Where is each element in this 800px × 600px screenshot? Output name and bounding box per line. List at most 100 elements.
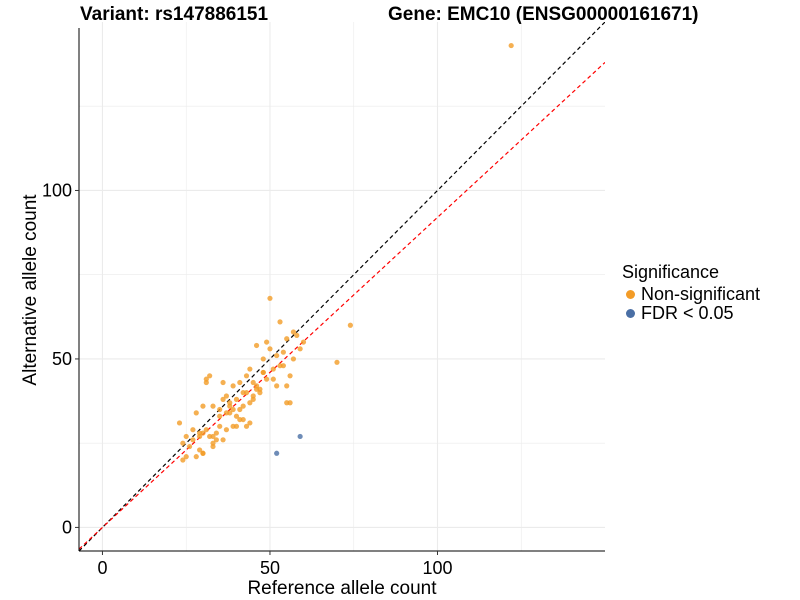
point-nonsignificant — [217, 413, 223, 419]
legend-item-nonsignificant: Non-significant — [622, 285, 760, 304]
point-nonsignificant — [200, 403, 206, 409]
point-nonsignificant — [287, 400, 293, 406]
point-nonsignificant — [210, 443, 216, 450]
x-tick-label: 0 — [97, 558, 107, 578]
point-nonsignificant — [220, 396, 226, 402]
point-nonsignificant — [197, 447, 203, 453]
point-nonsignificant — [233, 413, 240, 419]
data-points — [176, 42, 514, 463]
point-nonsignificant — [217, 406, 223, 413]
legend-label-fdr: FDR < 0.05 — [641, 303, 734, 323]
point-nonsignificant — [180, 440, 186, 446]
point-nonsignificant — [243, 373, 250, 379]
axes: 0 50 100 0 50 100 — [42, 28, 605, 578]
point-nonsignificant — [230, 383, 236, 389]
legend-dot-fdr — [626, 309, 635, 318]
x-axis-label: Reference allele count — [247, 578, 437, 599]
point-nonsignificant — [233, 396, 240, 402]
point-nonsignificant — [193, 454, 199, 460]
point-nonsignificant — [260, 369, 266, 376]
identity-line — [79, 22, 605, 551]
point-nonsignificant — [250, 396, 256, 402]
y-axis-label: Alternative allele count — [20, 194, 41, 386]
point-nonsignificant — [508, 42, 514, 49]
point-nonsignificant — [203, 427, 209, 433]
point-nonsignificant — [247, 420, 253, 426]
point-nonsignificant — [287, 373, 293, 379]
point-nonsignificant — [217, 423, 223, 429]
point-nonsignificant — [176, 420, 183, 426]
point-nonsignificant — [294, 332, 300, 338]
point-nonsignificant — [297, 346, 303, 352]
point-nonsignificant — [203, 376, 209, 382]
point-nonsignificant — [270, 366, 276, 372]
point-nonsignificant — [227, 410, 233, 416]
point-nonsignificant — [220, 437, 226, 443]
legend-dot-nonsignificant — [626, 290, 635, 299]
legend-title: Significance — [622, 262, 720, 282]
legend-item-fdr: FDR < 0.05 — [622, 304, 760, 323]
point-nonsignificant — [233, 423, 240, 429]
point-nonsignificant — [183, 454, 189, 460]
point-nonsignificant — [223, 427, 230, 433]
x-tick-label: 50 — [260, 558, 280, 578]
point-nonsignificant — [210, 433, 216, 440]
point-fdr-significant — [274, 450, 280, 456]
point-nonsignificant — [260, 356, 266, 362]
point-nonsignificant — [290, 356, 297, 362]
point-nonsignificant — [186, 443, 193, 450]
point-nonsignificant — [183, 433, 189, 440]
reference-lines — [79, 22, 605, 551]
gene-title: Gene: EMC10 (ENSG00000161671) — [388, 4, 699, 25]
point-nonsignificant — [220, 379, 226, 386]
point-nonsignificant — [193, 410, 199, 416]
point-nonsignificant — [230, 406, 236, 413]
point-nonsignificant — [237, 406, 243, 413]
point-nonsignificant — [267, 295, 273, 301]
point-nonsignificant — [267, 346, 273, 352]
point-nonsignificant — [237, 416, 243, 423]
point-nonsignificant — [213, 437, 219, 443]
y-tick-label: 50 — [52, 349, 72, 369]
point-nonsignificant — [257, 390, 263, 396]
variant-title: Variant: rs147886151 — [80, 4, 269, 25]
point-fdr-significant — [297, 433, 303, 440]
y-tick-label: 100 — [42, 180, 72, 200]
point-nonsignificant — [280, 349, 286, 355]
point-nonsignificant — [253, 383, 260, 389]
point-nonsignificant — [213, 430, 219, 436]
point-nonsignificant — [274, 352, 280, 359]
point-nonsignificant — [253, 342, 260, 349]
point-nonsignificant — [284, 383, 290, 389]
legend: Significance Non-significant FDR < 0.05 — [622, 262, 760, 323]
point-nonsignificant — [277, 319, 283, 325]
point-nonsignificant — [197, 430, 203, 436]
point-nonsignificant — [347, 322, 353, 328]
point-nonsignificant — [243, 423, 250, 429]
point-nonsignificant — [247, 400, 253, 406]
point-nonsignificant — [334, 359, 340, 365]
x-tick-label: 100 — [422, 558, 452, 578]
point-nonsignificant — [290, 329, 297, 335]
fit-line — [79, 61, 605, 550]
point-nonsignificant — [277, 363, 283, 369]
point-nonsignificant — [180, 457, 186, 463]
point-nonsignificant — [237, 379, 243, 386]
point-nonsignificant — [223, 393, 230, 399]
point-nonsignificant — [243, 390, 250, 396]
point-nonsignificant — [200, 450, 206, 456]
y-tick-label: 0 — [62, 517, 72, 537]
legend-label-nonsignificant: Non-significant — [641, 284, 761, 304]
point-nonsignificant — [284, 336, 290, 342]
point-nonsignificant — [274, 383, 280, 389]
point-nonsignificant — [264, 339, 270, 345]
point-nonsignificant — [190, 427, 196, 433]
point-nonsignificant — [250, 379, 256, 386]
point-nonsignificant — [240, 403, 246, 409]
point-nonsignificant — [190, 437, 196, 443]
point-nonsignificant — [264, 376, 270, 382]
point-nonsignificant — [247, 366, 253, 372]
point-nonsignificant — [210, 403, 216, 409]
point-nonsignificant — [207, 373, 213, 379]
